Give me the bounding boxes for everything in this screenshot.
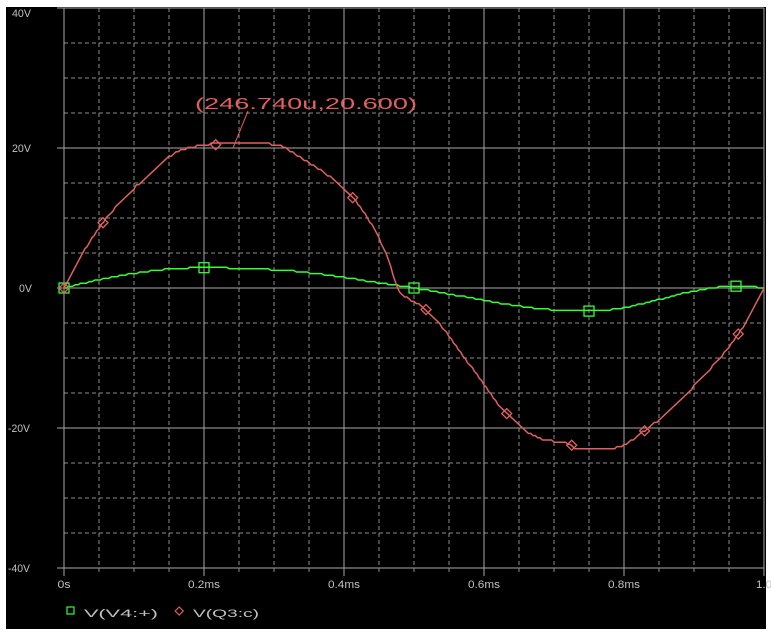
svg-text:0s: 0s [58,579,72,591]
svg-text:1.0: 1.0 [756,579,771,591]
svg-text:40V: 40V [12,8,32,20]
svg-text:V(V4:+): V(V4:+) [84,608,158,620]
svg-text:(246.740u,20.600): (246.740u,20.600) [195,96,417,113]
svg-text:0.8ms: 0.8ms [608,579,641,591]
svg-text:-40V: -40V [8,563,31,575]
svg-text:-20V: -20V [8,423,31,435]
svg-text:0.4ms: 0.4ms [328,579,361,591]
svg-text:V(Q3:c): V(Q3:c) [193,608,259,620]
svg-text:20V: 20V [12,143,32,155]
svg-text:0.6ms: 0.6ms [468,579,501,591]
svg-text:0V: 0V [19,283,33,295]
svg-text:0.2ms: 0.2ms [188,579,221,591]
